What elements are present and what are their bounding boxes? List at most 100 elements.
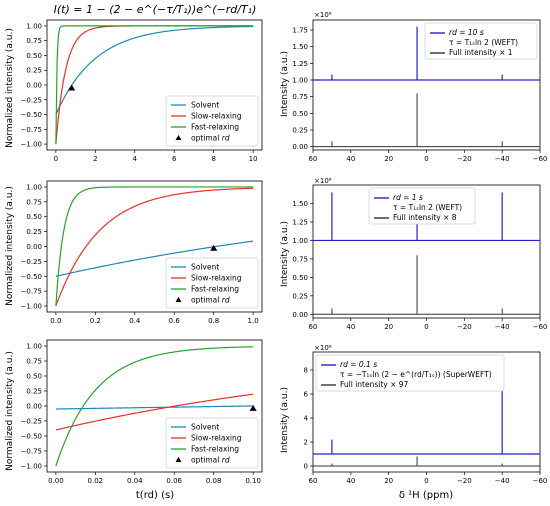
legend-label: Solvent [191,263,219,272]
legend-label: Slow-relaxing [191,274,242,283]
legend-label: optimal rd [191,456,230,465]
legend-label: optimal rd [191,134,230,143]
chart-spectrum_rd10: 60 40 20 0 −20 −40 −60 0.00 0.25 0.50 0.75 1.00 1.25… [292,19,548,163]
x-tick-label: −20 [457,155,472,163]
legend-label: τ = −T₁ₛln (2 − e^(rd/T₁ₛ)) (SuperWEFT) [340,370,492,379]
y-tick-label: −1.00 [21,303,42,311]
y-tick-label: 0.75 [292,255,308,263]
legend-label: Full intensity × 1 [449,48,513,57]
exponent-label-bottom: ×10⁶ [314,344,332,352]
y-tick-label: 1.25 [292,60,308,68]
y-tick-label: −0.25 [21,418,42,426]
legend-marker [175,457,182,462]
y-tick-label: −0.75 [21,448,42,456]
x-tick-label: 0 [424,477,428,485]
legend-label: rd = 1 s [393,193,423,202]
legend-label: optimal rd [191,296,230,305]
x-tick-label: 0.04 [127,477,143,485]
y-tick-label: 0.75 [292,93,308,101]
y-tick-label: 1.50 [292,200,308,208]
x-tick-label: −20 [457,323,472,331]
y-tick-label: 1.50 [292,43,308,51]
x-tick-label: −20 [457,477,472,485]
y-tick-label: 0.00 [26,403,42,411]
legend-box [165,417,259,469]
x-tick-label: 40 [346,323,355,331]
x-tick-label: −40 [495,323,510,331]
y-tick-label: −1.00 [21,141,42,149]
y-tick-label: 0 [304,463,308,471]
legend-label: Solvent [191,101,219,110]
figure-title: I(t) = 1 − (2 − e^(−τ/T₁))e^(−rd/T₁) [54,3,257,16]
x-tick-label: 8 [211,155,215,163]
legend-box [165,257,259,309]
x-tick-label: 0 [54,155,58,163]
x-tick-label: 0.00 [48,477,64,485]
legend-box [368,187,476,225]
y-tick-label: −0.75 [21,288,42,296]
left-ylabel-bottom: Normalized intensity (a.u.) [5,351,15,471]
y-tick-label: 0.00 [292,143,308,151]
x-tick-label: 4 [133,155,138,163]
legend-marker [175,135,182,140]
optimal-rd-marker [210,244,218,251]
x-tick-label: 40 [346,477,355,485]
legend-label: Slow-relaxing [191,112,242,121]
x-tick-label: −60 [533,155,548,163]
right-ylabel-bottom: Intensity (a.u.) [280,387,290,453]
y-tick-label: −0.25 [21,258,42,266]
series-line [55,186,254,307]
legend-label: rd = 10 s [449,28,484,37]
left-ylabel-top: Normalized intensity (a.u.) [5,28,15,148]
y-tick-label: 0.00 [292,311,308,319]
y-tick-label: 2 [304,439,308,447]
x-tick-label: −40 [495,155,510,163]
series-line [55,393,254,431]
series-line [55,405,254,410]
series-line [55,25,254,115]
series-line [55,25,254,145]
y-tick-label: 0.00 [26,82,42,90]
y-tick-label: 0.50 [292,110,308,118]
y-tick-label: −0.50 [21,273,42,281]
left-ylabel-middle: Normalized intensity (a.u.) [5,186,15,306]
y-tick-label: 1.00 [26,22,42,30]
x-tick-label: 1.0 [248,317,259,325]
y-tick-label: 1.00 [292,237,308,245]
legend-box [315,354,505,392]
left-xlabel: t(rd) (s) [136,490,174,501]
x-tick-label: 2 [93,155,97,163]
x-tick-label: 20 [384,477,393,485]
y-tick-label: 1.00 [26,343,42,351]
right-xlabel: δ ¹H (ppm) [399,490,453,501]
y-tick-label: 0.75 [26,358,42,366]
x-tick-label: 40 [346,155,355,163]
legend-label: τ = T₁ₛln 2 (WEFT) [393,203,462,212]
chart-decay_rd01: 0.00 0.02 0.04 0.06 0.08 0.10 −1.00 −0.75 −0.50 −… [21,339,263,485]
legend-box [424,22,538,60]
y-tick-label: 1.25 [292,218,308,226]
exponent-label-middle: ×10⁶ [314,177,332,185]
y-tick-label: −0.50 [21,433,42,441]
y-tick-label: 1.00 [26,183,42,191]
x-tick-label: 10 [249,155,258,163]
legend-marker [175,297,182,302]
series-line [55,240,254,277]
x-tick-label: 0.6 [169,317,181,325]
x-tick-label: 0.2 [90,317,101,325]
legend-label: Solvent [191,423,219,432]
y-tick-label: 1.75 [292,27,308,35]
x-tick-label: 0.06 [166,477,182,485]
y-tick-label: 0.25 [26,67,42,75]
legend-box [165,95,259,147]
y-tick-label: −0.25 [21,96,42,104]
series-line [55,187,254,307]
y-tick-label: 0.25 [292,127,308,135]
y-tick-label: −0.75 [21,126,42,134]
legend-label: Fast-relaxing [191,285,239,294]
chart-spectrum_rd01: 60 40 20 0 −20 −40 −60 0 2 4 6 8 rd = 0.1 sτ = −T₁ₛl… [304,351,547,485]
x-tick-label: 0.8 [208,317,219,325]
right-ylabel-middle: Intensity (a.u.) [280,221,290,287]
chart-decay_rd10: 0 2 4 6 8 10 −1.00 −0.75 −0.50 −0.25 0.00 0.25 0.50 0… [21,19,263,163]
